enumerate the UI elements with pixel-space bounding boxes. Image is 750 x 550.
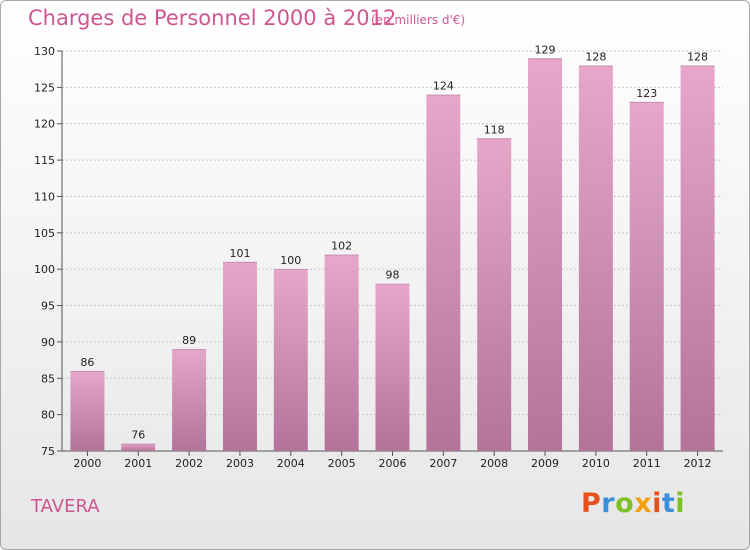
- y-tick-label: 100: [34, 263, 55, 276]
- data-label: 86: [80, 356, 94, 369]
- x-tick-label: 2006: [379, 457, 407, 470]
- x-tick-label: 2012: [684, 457, 712, 470]
- x-tick-label: 2000: [73, 457, 101, 470]
- y-tick-label: 95: [41, 300, 55, 313]
- logo-letter: r: [601, 488, 616, 519]
- data-label: 76: [131, 429, 145, 442]
- logo-letter: i: [652, 488, 662, 519]
- y-tick-label: 115: [34, 154, 55, 167]
- y-tick-label: 120: [34, 118, 55, 131]
- commune-name: TAVERA: [31, 496, 100, 517]
- x-tick-label: 2004: [277, 457, 305, 470]
- bar: [629, 101, 664, 451]
- data-label: 102: [331, 240, 352, 253]
- data-label: 118: [484, 123, 505, 136]
- data-label: 129: [535, 43, 556, 56]
- y-tick-label: 90: [41, 336, 55, 349]
- bar: [578, 65, 613, 451]
- logo-letter: t: [661, 488, 676, 519]
- data-label: 98: [386, 269, 400, 282]
- bar: [680, 65, 715, 451]
- logo-letter: x: [634, 488, 653, 519]
- bar: [222, 261, 257, 451]
- chart-title: Charges de Personnel 2000 à 2012: [28, 6, 397, 30]
- bar: [324, 254, 359, 451]
- bar: [426, 94, 461, 452]
- y-tick-label: 105: [34, 227, 55, 240]
- logo-letter: o: [615, 488, 635, 519]
- x-tick-label: 2005: [328, 457, 356, 470]
- y-tick-label: 130: [34, 45, 55, 58]
- y-tick-label: 85: [41, 372, 55, 385]
- y-tick-label: 75: [41, 445, 55, 458]
- bars: [70, 58, 715, 452]
- logo-letter: P: [581, 488, 602, 519]
- y-tick-label: 110: [34, 190, 55, 203]
- data-label: 128: [687, 51, 708, 64]
- data-label: 128: [585, 51, 606, 64]
- bar: [70, 371, 105, 451]
- bar: [477, 138, 512, 452]
- bar: [528, 58, 563, 451]
- bar: [121, 443, 156, 451]
- data-label: 89: [182, 334, 196, 347]
- x-tick-label: 2001: [124, 457, 152, 470]
- x-tick-label: 2007: [429, 457, 457, 470]
- data-label: 123: [636, 87, 657, 100]
- bar: [273, 269, 308, 451]
- x-tick-label: 2009: [531, 457, 559, 470]
- data-label: 100: [280, 254, 301, 267]
- x-tick-label: 2010: [582, 457, 610, 470]
- data-label: 124: [433, 80, 454, 93]
- y-tick-label: 80: [41, 409, 55, 422]
- data-label: 101: [229, 247, 250, 260]
- x-tick-label: 2003: [226, 457, 254, 470]
- bar: [172, 349, 207, 451]
- bar: [375, 283, 410, 451]
- labels: 75 80 85 90 95 100 105 110 115 120 125 130 86 2000 76 2…: [34, 43, 712, 470]
- logo-letter: i: [675, 488, 686, 519]
- x-tick-label: 2002: [175, 457, 203, 470]
- y-tick-label: 125: [34, 81, 55, 94]
- x-tick-label: 2008: [480, 457, 508, 470]
- chart-subtitle: (en milliers d'€): [371, 13, 466, 27]
- x-tick-label: 2011: [633, 457, 661, 470]
- proxiti-logo[interactable]: Proxiti: [581, 488, 685, 519]
